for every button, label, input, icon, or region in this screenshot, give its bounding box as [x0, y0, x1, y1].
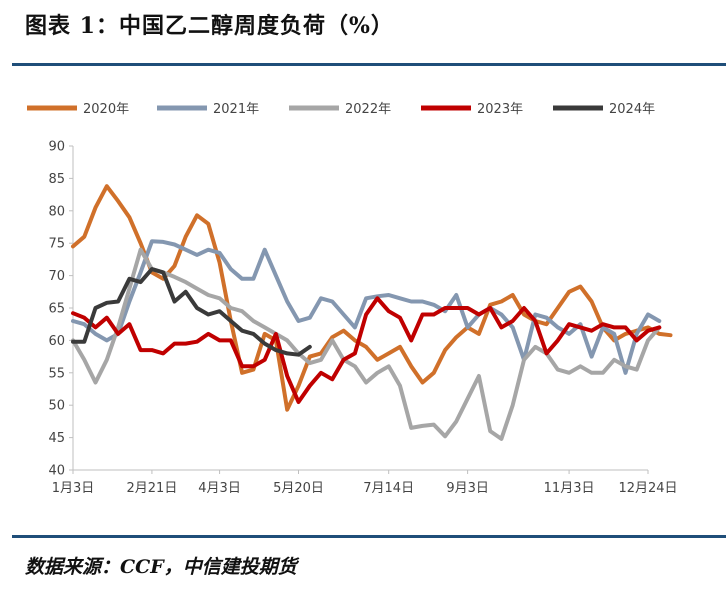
x-tick-label: 12月24日 — [618, 481, 677, 496]
data-source: 数据来源：CCF，中信建投期货 — [25, 556, 297, 578]
legend-label: 2023年 — [477, 102, 523, 117]
y-tick-label: 75 — [48, 237, 65, 252]
line-chart: 2020年 2021年 2022年 2023年 2024年 40 45 50 55 60 65 70… — [27, 102, 678, 497]
x-tick-label: 1月3日 — [52, 481, 95, 496]
y-tick-label: 90 — [48, 140, 65, 155]
chart-axes: 40 45 50 55 60 65 70 75 80 85 90 1月3日 2月21日 4月3日 5月20日… — [48, 140, 677, 497]
x-tick-label: 7月14日 — [363, 481, 414, 496]
y-tick-label: 55 — [48, 366, 65, 381]
series-line-3 — [71, 247, 662, 441]
chart-title: 图表 1：中国乙二醇周度负荷（%） — [25, 13, 394, 39]
chart-legend: 2020年 2021年 2022年 2023年 2024年 — [27, 102, 655, 117]
x-tick-label: 2月21日 — [127, 481, 178, 496]
legend-label: 2024年 — [609, 102, 655, 117]
y-tick-label: 40 — [48, 464, 65, 479]
legend-label: 2022年 — [345, 102, 391, 117]
x-tick-label: 11月3日 — [544, 481, 595, 496]
legend-label: 2020年 — [83, 102, 129, 117]
y-tick-label: 50 — [48, 399, 65, 414]
y-tick-label: 60 — [48, 334, 65, 349]
x-tick-label: 4月3日 — [198, 481, 241, 496]
top-divider — [12, 63, 726, 66]
y-tick-label: 85 — [48, 172, 65, 187]
x-tick-label: 5月20日 — [273, 481, 324, 496]
bottom-divider — [12, 535, 726, 538]
series-line-1 — [71, 184, 673, 412]
x-tick-label: 9月3日 — [446, 481, 489, 496]
series-line-4 — [71, 296, 662, 404]
legend-label: 2021年 — [213, 102, 259, 117]
series-line-2 — [71, 239, 662, 375]
chart-series — [71, 184, 673, 441]
y-tick-label: 70 — [48, 269, 65, 284]
y-tick-label: 45 — [48, 431, 65, 446]
y-tick-label: 65 — [48, 302, 65, 317]
series-line-5 — [71, 267, 312, 357]
y-tick-label: 80 — [48, 204, 65, 219]
